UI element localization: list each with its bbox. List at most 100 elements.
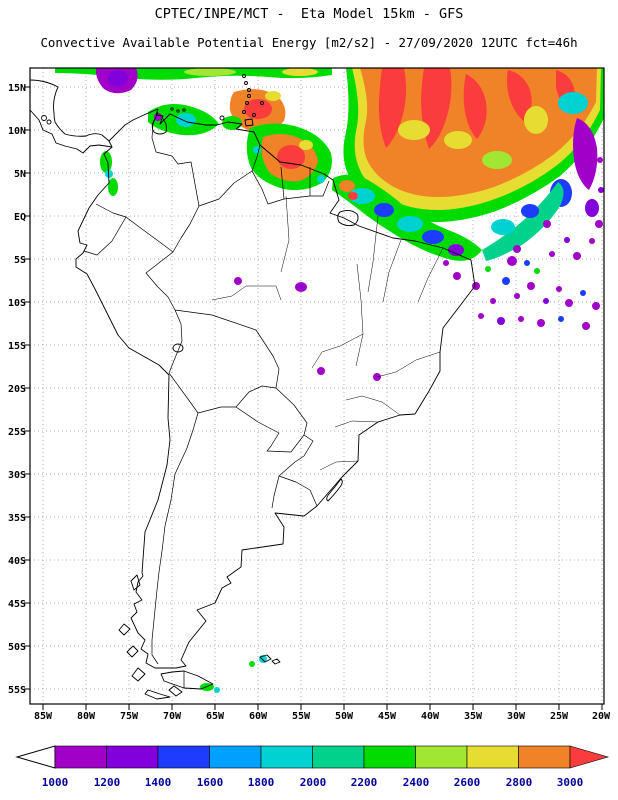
antilles-island bbox=[244, 81, 248, 85]
central-america-coastline bbox=[30, 79, 110, 142]
cape-field-coastal-band bbox=[332, 174, 564, 261]
cape-speck bbox=[564, 237, 570, 243]
cape-speck bbox=[502, 277, 510, 285]
lon-label: 50W bbox=[335, 711, 354, 722]
lon-label: 60W bbox=[249, 711, 268, 722]
cape-field bbox=[55, 68, 604, 693]
cape-blob bbox=[348, 192, 358, 200]
state-borders bbox=[211, 195, 444, 471]
lat-label: EQ bbox=[14, 212, 26, 223]
cape-speck bbox=[443, 260, 449, 266]
cape-speck bbox=[478, 313, 484, 319]
antilles-island bbox=[242, 110, 246, 114]
lon-label: 30W bbox=[507, 711, 526, 722]
cape-speck bbox=[513, 245, 521, 253]
lat-label: 20S bbox=[8, 384, 26, 395]
lon-label: 70W bbox=[163, 711, 182, 722]
cape-blob bbox=[108, 70, 128, 86]
antilles-island bbox=[247, 94, 251, 98]
cape-speck bbox=[582, 322, 590, 330]
colorbar-segment bbox=[106, 745, 159, 769]
lon-label: 40W bbox=[421, 711, 440, 722]
colorbar-value: 2400 bbox=[403, 776, 430, 789]
colorbar-segment bbox=[466, 745, 519, 769]
cape-blob bbox=[482, 151, 512, 169]
cape-blob bbox=[444, 131, 472, 149]
cape-blob bbox=[265, 91, 281, 101]
marajo-island bbox=[337, 209, 359, 227]
cape-speck bbox=[514, 293, 520, 299]
colorbar-value: 1800 bbox=[248, 776, 275, 789]
cape-blob bbox=[282, 68, 318, 76]
lon-label: 55W bbox=[292, 711, 311, 722]
cape-speck bbox=[214, 687, 220, 693]
trinidad-island bbox=[244, 118, 254, 127]
colorbar-labels: 1000 1200 1400 1600 1800 2000 2200 2400 … bbox=[42, 776, 584, 789]
colorbar-segment bbox=[363, 745, 416, 769]
cape-speck bbox=[154, 113, 162, 121]
cape-speck bbox=[317, 175, 325, 183]
lat-label: 5N bbox=[14, 169, 26, 180]
cape-speck bbox=[558, 316, 564, 322]
colorbar-value: 2000 bbox=[300, 776, 327, 789]
cape-blob bbox=[378, 68, 407, 148]
cape-speck bbox=[497, 317, 505, 325]
cape-blob bbox=[491, 219, 515, 235]
lon-label: 75W bbox=[120, 711, 139, 722]
cape-blob bbox=[398, 120, 430, 140]
lon-label: 35W bbox=[464, 711, 483, 722]
cape-blob bbox=[397, 216, 423, 232]
managua-lake bbox=[46, 119, 52, 125]
colorbar: 1000 1200 1400 1600 1800 2000 2200 2400 … bbox=[15, 745, 610, 789]
lon-label: 85W bbox=[34, 711, 53, 722]
lake-maracaibo bbox=[151, 118, 168, 135]
antilles-island bbox=[260, 101, 264, 105]
cape-speck bbox=[485, 266, 491, 272]
chilean-islands bbox=[118, 574, 183, 700]
cape-speck bbox=[534, 268, 540, 274]
cape-field-ocean-specks bbox=[443, 157, 604, 330]
cape-blob bbox=[507, 70, 532, 122]
cape-speck bbox=[592, 302, 600, 310]
cape-blob bbox=[349, 188, 375, 204]
colorbar-left-arrow bbox=[15, 745, 56, 769]
lagoa-dos-patos bbox=[326, 478, 343, 502]
antilles-island bbox=[242, 74, 246, 78]
cape-blob bbox=[244, 99, 272, 119]
lake-titicaca bbox=[172, 343, 184, 353]
cape-speck bbox=[518, 316, 524, 322]
lat-label: 15S bbox=[8, 341, 26, 352]
antilles-island bbox=[245, 101, 249, 105]
lon-label: 25W bbox=[550, 711, 569, 722]
cape-speck bbox=[507, 256, 517, 266]
antilles-island bbox=[252, 113, 256, 117]
colorbar-value: 1600 bbox=[197, 776, 224, 789]
lon-axis-labels: 85W 80W 75W 70W 65W 60W 55W 50W 45W 40W … bbox=[34, 711, 611, 722]
cape-blob bbox=[184, 68, 236, 76]
cape-blob bbox=[524, 106, 548, 134]
lat-axis-labels: 15N 10N 5N EQ 5S 10S 15S 20S 25S 30S 35S… bbox=[8, 83, 26, 696]
cape-speck bbox=[537, 319, 545, 327]
central-america-pacific-coastline bbox=[30, 109, 113, 154]
colorbar-segments bbox=[54, 745, 571, 769]
cape-blob bbox=[573, 118, 598, 190]
title-line-2: Convective Available Potential Energy [m… bbox=[40, 35, 578, 50]
cape-speck bbox=[595, 220, 603, 228]
title-line-1: CPTEC/INPE/MCT - Eta Model 15km - GFS bbox=[154, 6, 464, 22]
lat-label: 40S bbox=[8, 556, 26, 567]
lat-label: 30S bbox=[8, 470, 26, 481]
cape-blob bbox=[339, 180, 355, 192]
lat-label: 5S bbox=[14, 255, 26, 266]
antilles-island bbox=[176, 109, 180, 113]
cape-field-inland-specks bbox=[234, 277, 381, 381]
cape-blob bbox=[558, 92, 588, 114]
cape-blob bbox=[422, 230, 444, 244]
cape-field-southern-specks bbox=[200, 655, 267, 693]
cape-speck bbox=[598, 187, 604, 193]
colorbar-value: 2800 bbox=[506, 776, 533, 789]
cape-blob bbox=[108, 178, 118, 196]
lat-label: 50S bbox=[8, 642, 26, 653]
lat-label: 45S bbox=[8, 599, 26, 610]
cape-speck bbox=[453, 272, 461, 280]
